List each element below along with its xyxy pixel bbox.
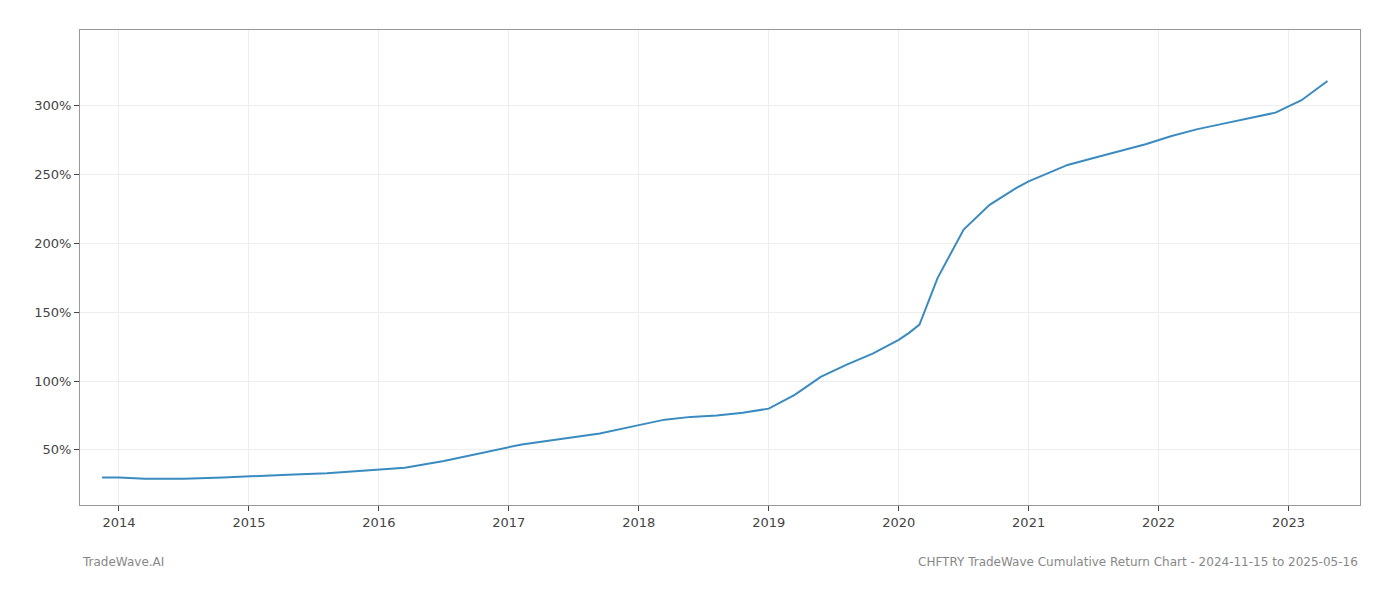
svg-text:100%: 100% [34, 374, 71, 389]
svg-text:TradeWave.AI: TradeWave.AI [82, 555, 164, 569]
svg-text:2017: 2017 [492, 515, 525, 530]
svg-text:2019: 2019 [752, 515, 785, 530]
svg-text:250%: 250% [34, 167, 71, 182]
svg-text:2016: 2016 [362, 515, 395, 530]
svg-text:2018: 2018 [622, 515, 655, 530]
svg-text:2014: 2014 [102, 515, 135, 530]
svg-text:300%: 300% [34, 98, 71, 113]
svg-text:2021: 2021 [1012, 515, 1045, 530]
svg-text:200%: 200% [34, 236, 71, 251]
svg-text:2022: 2022 [1142, 515, 1175, 530]
svg-text:2020: 2020 [882, 515, 915, 530]
svg-text:CHFTRY TradeWave Cumulative Re: CHFTRY TradeWave Cumulative Return Chart… [918, 555, 1358, 569]
svg-text:50%: 50% [42, 442, 71, 457]
svg-text:150%: 150% [34, 305, 71, 320]
svg-text:2023: 2023 [1272, 515, 1305, 530]
svg-text:2015: 2015 [232, 515, 265, 530]
